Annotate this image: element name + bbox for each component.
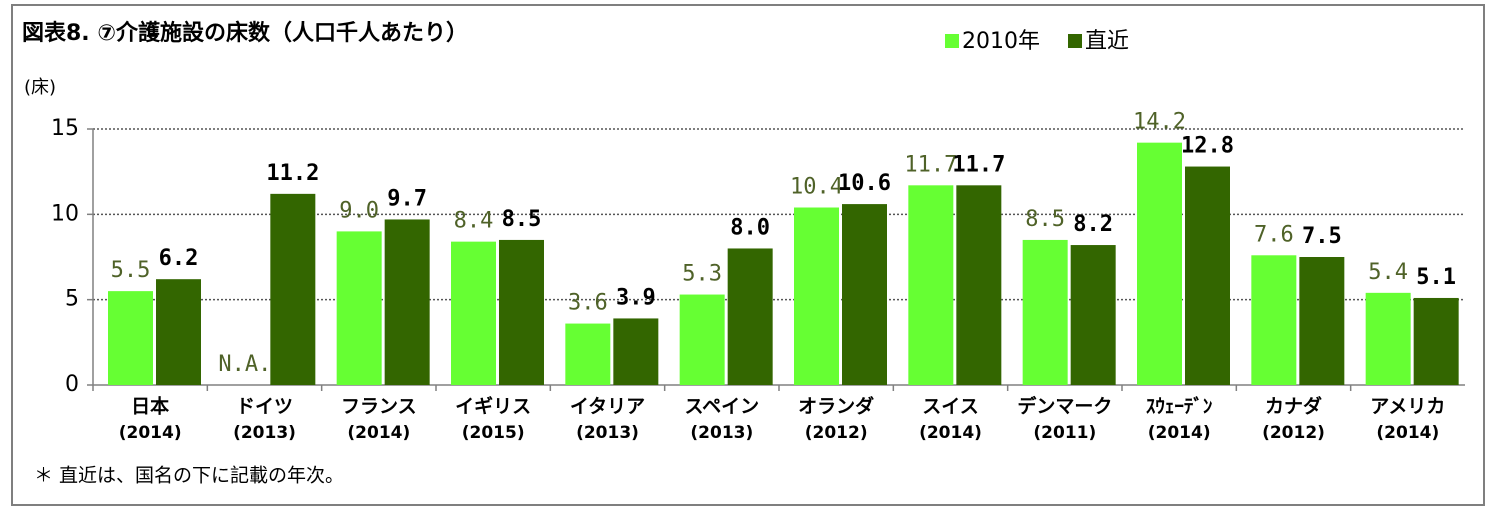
value-label: 11.2 (266, 161, 319, 186)
y-tick-label: 5 (65, 287, 79, 312)
bar (842, 204, 887, 385)
bar (1137, 142, 1182, 385)
x-tick-year: (2014) (1148, 423, 1211, 443)
bar (499, 239, 544, 385)
x-tick-label: イギリス (455, 396, 531, 418)
bar (794, 207, 839, 385)
x-tick-label: カナダ (1265, 395, 1322, 418)
bar (1070, 245, 1116, 385)
bar (1251, 255, 1297, 385)
value-label: 8.5 (1025, 207, 1065, 232)
bar (270, 193, 316, 385)
value-label: 8.5 (502, 207, 542, 232)
x-tick-label: デンマーク (1017, 395, 1112, 418)
x-tick-label: スイス (922, 396, 978, 418)
value-label: 5.4 (1368, 260, 1408, 285)
bar (451, 241, 496, 385)
value-label: 7.6 (1254, 222, 1294, 247)
x-tick-label: ｽｳｪｰﾃﾞﾝ (1146, 395, 1213, 418)
bar (679, 294, 725, 385)
x-tick-year: (2013) (233, 423, 296, 443)
x-tick-label: フランス (341, 396, 417, 418)
value-label: 11.7 (904, 152, 957, 177)
bar (613, 318, 659, 385)
value-label: 12.8 (1181, 134, 1234, 159)
footnote: ＊ 直近は、国名の下に記載の年次。 (34, 465, 344, 487)
legend-label: 2010年 (962, 29, 1040, 54)
value-label: 5.3 (682, 262, 722, 287)
x-tick-label: イタリア (570, 396, 645, 418)
value-label: 3.9 (616, 285, 656, 310)
y-tick-label: 10 (51, 201, 79, 226)
bar (565, 323, 611, 385)
value-label: 5.1 (1416, 265, 1456, 290)
bar (1022, 239, 1068, 385)
value-label: 9.7 (387, 186, 427, 211)
x-tick-label: オランダ (798, 395, 874, 418)
x-tick-year: (2013) (690, 423, 753, 443)
bar (108, 291, 153, 385)
value-label: 14.2 (1133, 110, 1186, 135)
x-tick-year: (2013) (576, 423, 639, 443)
value-label: 8.4 (454, 209, 494, 234)
x-tick-label: ドイツ (236, 396, 293, 418)
x-tick-year: (2014) (347, 423, 410, 443)
value-label: 10.6 (838, 171, 891, 196)
value-label: 5.5 (111, 258, 151, 283)
bar (156, 279, 201, 385)
value-label: 10.4 (790, 175, 843, 200)
chart-title: 図表8. ⑦介護施設の床数（人口千人あたり） (22, 20, 468, 46)
bar (1365, 292, 1411, 385)
value-label: 8.0 (730, 215, 770, 240)
value-label: 9.0 (339, 198, 379, 223)
value-label: 11.7 (952, 152, 1005, 177)
x-tick-label: アメリカ (1370, 396, 1445, 418)
value-label: 6.2 (159, 246, 199, 271)
bar (384, 219, 430, 385)
value-label: 8.2 (1073, 212, 1113, 237)
x-tick-year: (2014) (919, 423, 982, 443)
y-tick-label: 0 (65, 372, 79, 397)
x-tick-year: (2014) (1376, 423, 1439, 443)
bar (1413, 297, 1459, 385)
x-tick-label: 日本 (131, 395, 169, 418)
x-tick-year: (2012) (805, 423, 868, 443)
x-tick-year: (2012) (1262, 423, 1325, 443)
x-tick-label: スペイン (684, 396, 759, 418)
bar (908, 185, 954, 385)
bar (956, 185, 1002, 385)
value-label: N.A. (218, 352, 271, 377)
legend-swatch (945, 34, 959, 48)
x-tick-year: (2011) (1033, 423, 1096, 443)
y-tick-label: 15 (51, 116, 79, 141)
value-label: 7.5 (1302, 224, 1342, 249)
bar (1185, 166, 1230, 385)
y-axis-label: (床) (24, 77, 56, 98)
bar (1299, 257, 1345, 385)
bar (336, 231, 382, 385)
x-tick-year: (2014) (119, 423, 182, 443)
bar (727, 248, 773, 385)
x-tick-year: (2015) (462, 423, 525, 443)
legend-label: 直近 (1085, 29, 1129, 54)
value-label: 3.6 (568, 291, 608, 316)
legend-swatch (1068, 34, 1082, 48)
